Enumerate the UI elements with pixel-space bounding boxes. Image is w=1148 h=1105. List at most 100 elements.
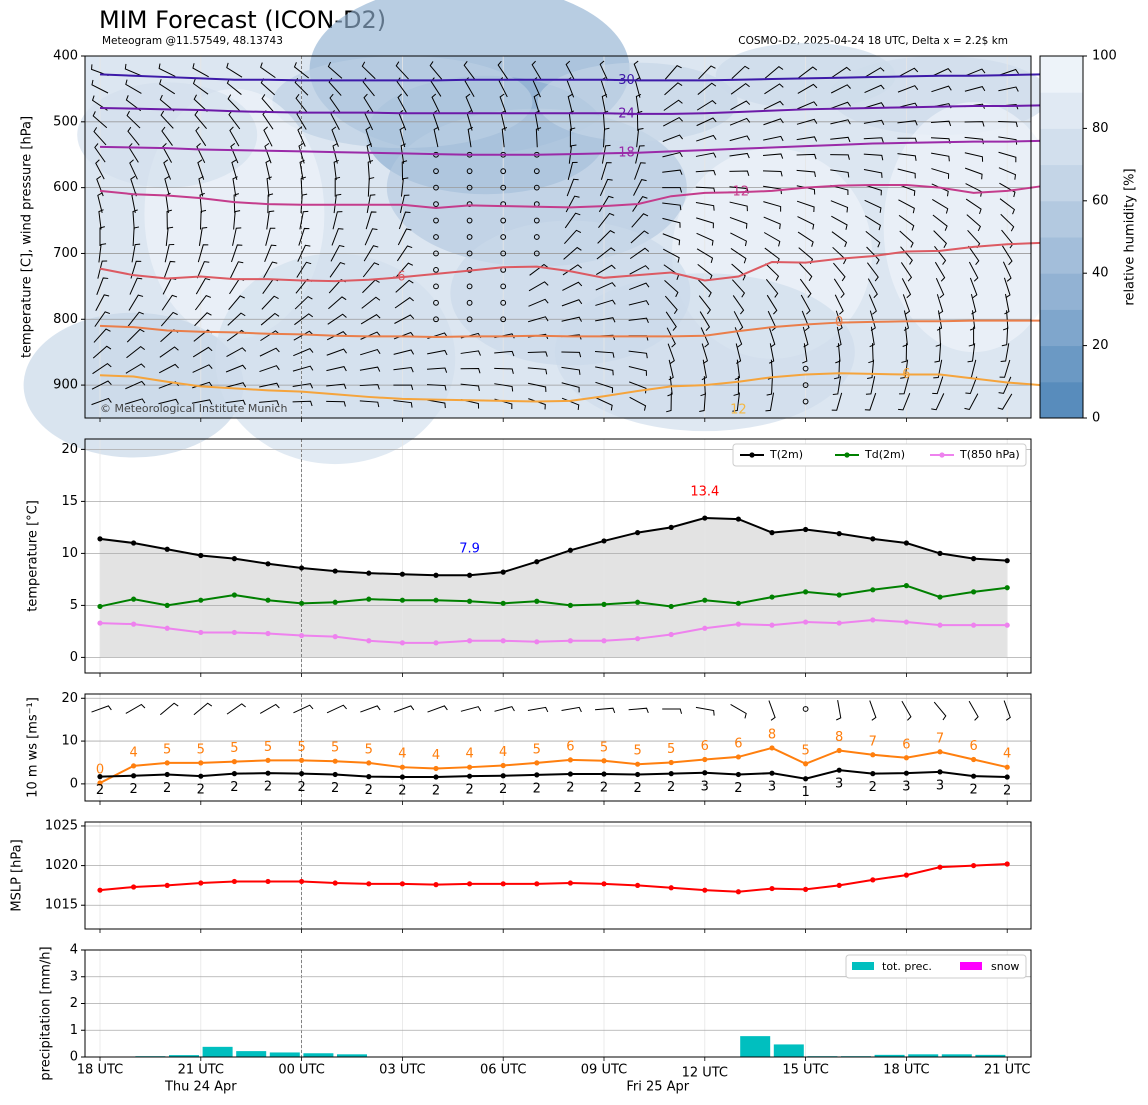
wind-barb [1001,326,1009,347]
wind-barb [160,110,174,129]
precip-bar [337,1054,367,1057]
wind-barb [327,61,343,79]
wind-barb [193,94,208,112]
wind-ylabel: 10 m ws [ms⁻¹] [26,697,41,798]
series-line-td-2m- [99,584,1008,608]
mean-wind-value-label: 2 [1003,784,1011,799]
wind-barb [527,382,547,392]
calm-wind-marker [500,316,507,323]
wind-barb [225,364,247,373]
wind-barb [366,143,372,164]
calm-wind-marker [433,234,439,240]
wind-barb [965,376,978,395]
wind-barb [997,393,1013,410]
wind-barb [830,119,851,125]
wind-barb [561,316,582,322]
series-point-gusts [702,756,708,763]
gust-value-label: 6 [701,739,709,754]
wind-barb [766,294,778,315]
wind-barb [126,328,145,343]
wind-barb [968,326,975,347]
wind-barb [598,212,615,228]
wind-barb [695,186,716,194]
legend-box [732,443,1027,467]
series-point-mean-wind [836,767,842,773]
legend-label-td-2m-: Td(2m) [864,448,905,461]
wind-barb [233,193,240,214]
day-label: Fri 25 Apr [626,1080,689,1095]
wind-barb [367,177,375,197]
series-point-t-850-hpa- [131,621,137,627]
series-point-td-2m- [836,592,842,598]
wind-barb [126,110,141,129]
gust-value-label: 5 [264,740,272,755]
wind-barb [901,343,908,363]
isotherm--12 [99,184,1041,210]
series-point-mslp [399,881,405,887]
wind-barb [864,184,882,196]
wind-barb [595,317,616,323]
wind-barb [729,135,751,142]
colorbar-step [1040,381,1083,419]
wind-barb [95,159,105,180]
calm-wind-marker [500,184,507,191]
precip-bar [236,1051,267,1057]
series-point-t-850-hpa- [164,625,170,631]
wind-barb [427,705,448,713]
wind-barb [433,126,439,148]
location-subtitle: Meteogram @11.57549, 48.13743 [102,35,283,47]
series-point-td-2m- [366,596,372,602]
wind-barb [98,243,107,263]
mslp-frame [84,821,1032,930]
wind-barb [192,78,209,95]
gust-value-label: 5 [163,742,171,757]
wind-barb [227,94,242,113]
wind-barb [494,350,515,357]
wind-barb [667,376,673,397]
wind-barb [528,281,549,292]
wind-barb [730,82,750,95]
mean-wind-value-label: 2 [667,780,675,795]
wind-barb [699,392,706,413]
wind-barb [933,701,947,721]
series-point-t-850-hpa- [231,629,237,636]
wind-barb [897,120,918,126]
calm-wind-marker [802,365,809,372]
wind-barb [763,201,782,212]
series-point-mslp [903,872,910,878]
isotherm-label: 12 [730,403,747,418]
precip-bar [975,1054,1006,1057]
wind-barb [91,79,109,94]
wind-barb [92,345,112,359]
wind-barb [662,187,683,193]
wind-barb [294,313,314,326]
series-point-gusts [534,760,540,766]
wind-barb [1002,261,1012,282]
wind-barb [225,399,246,406]
wind-barb [836,700,842,721]
wind-barb [629,282,650,291]
wind-barb [401,160,408,181]
temp-ytick-label: 0 [70,650,78,665]
series-point-t-850-hpa- [299,632,305,639]
wind-barb [364,110,374,131]
wind-barb [628,300,650,306]
temp-ytick-label: 20 [61,442,78,457]
upper-ytick-label: 500 [53,114,78,129]
series-point-mean-wind [601,771,607,777]
series-point-t-850-hpa- [467,638,473,644]
wind-barb [97,192,103,213]
wind-barb [998,151,1017,163]
wind-barb [365,126,373,147]
wind-barb [467,126,473,148]
legend-box [845,954,1027,979]
wind-barb [292,400,313,407]
wind-barb [529,263,549,276]
legend-marker-t-2m- [749,452,755,458]
wind-barb [733,311,744,332]
isotherm--6 [99,241,1041,283]
colorbar-tick-label: 80 [1092,121,1109,136]
wind-barb [796,200,815,213]
wind-barb [968,245,980,266]
wind-barb [899,230,914,248]
